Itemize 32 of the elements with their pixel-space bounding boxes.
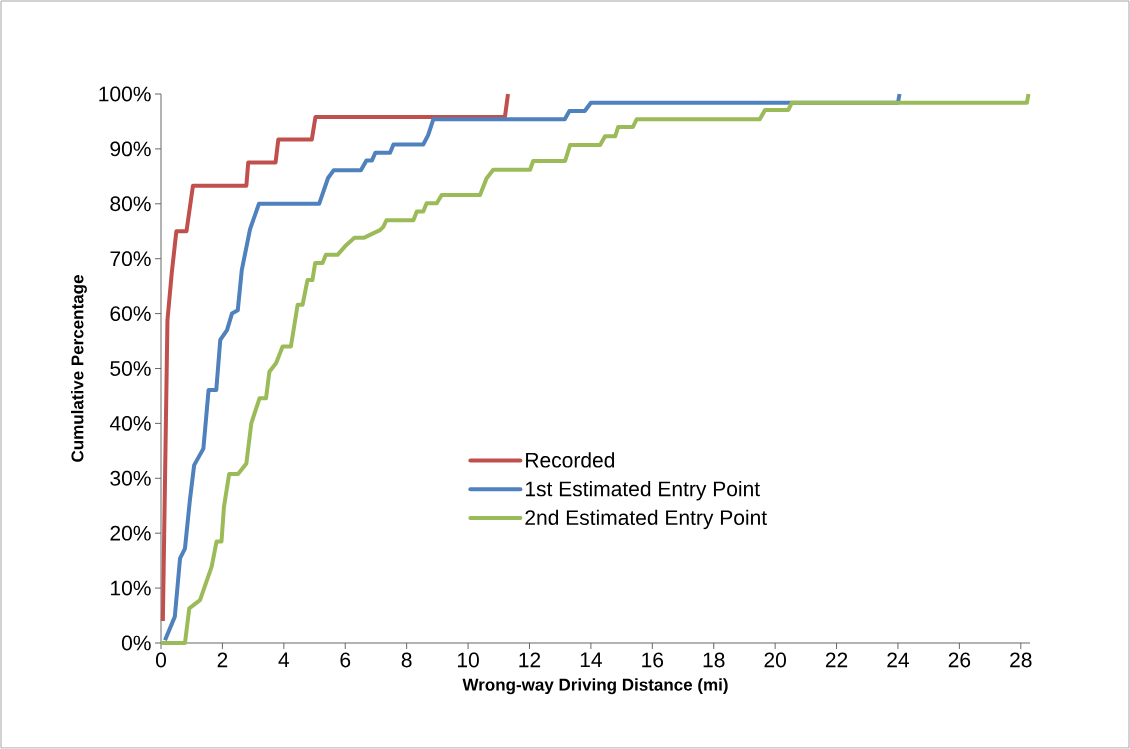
line-series <box>160 91 510 624</box>
y-tick-label: 0% <box>121 635 151 651</box>
y-tick-label: 10% <box>111 580 151 596</box>
y-axis-title: Cumulative Percentage <box>70 275 87 462</box>
x-axis-title: Wrong-way Driving Distance (mi) <box>462 678 728 695</box>
x-tick-label: 10 <box>457 652 479 668</box>
y-tick-label: 50% <box>110 361 151 376</box>
x-tick-label: 22 <box>825 652 848 668</box>
x-tick-label: 6 <box>340 652 351 668</box>
legend-label: Recorded <box>526 452 615 468</box>
legend-label: 1st Estimated Entry Point <box>525 480 760 501</box>
y-tick-label: 20% <box>110 525 151 541</box>
x-tick-label: 4 <box>278 652 290 667</box>
y-tick-label: 60% <box>110 306 151 322</box>
x-tick-label: 0 <box>155 652 167 668</box>
y-tick-label: 40% <box>109 415 151 431</box>
y-tick-label: 80% <box>110 196 151 212</box>
x-tick-label: 14 <box>580 652 602 667</box>
legend-label: 2nd Estimated Entry Point <box>525 509 767 530</box>
y-tick-label: 70% <box>110 251 151 267</box>
x-tick-label: 24 <box>887 652 910 668</box>
x-tick-label: 8 <box>401 652 412 668</box>
x-tick-label: 18 <box>703 652 725 668</box>
x-tick-label: 20 <box>764 652 786 668</box>
x-tick-label: 26 <box>948 652 971 668</box>
y-tick-label: 90% <box>110 141 151 157</box>
x-tick-label: 12 <box>519 652 541 668</box>
x-tick-label: 16 <box>642 652 664 668</box>
y-tick-label: 30% <box>110 470 151 486</box>
x-tick-label: 2 <box>217 652 228 668</box>
y-tick-label: 100% <box>99 86 151 102</box>
x-tick-label: 28 <box>1010 652 1032 668</box>
